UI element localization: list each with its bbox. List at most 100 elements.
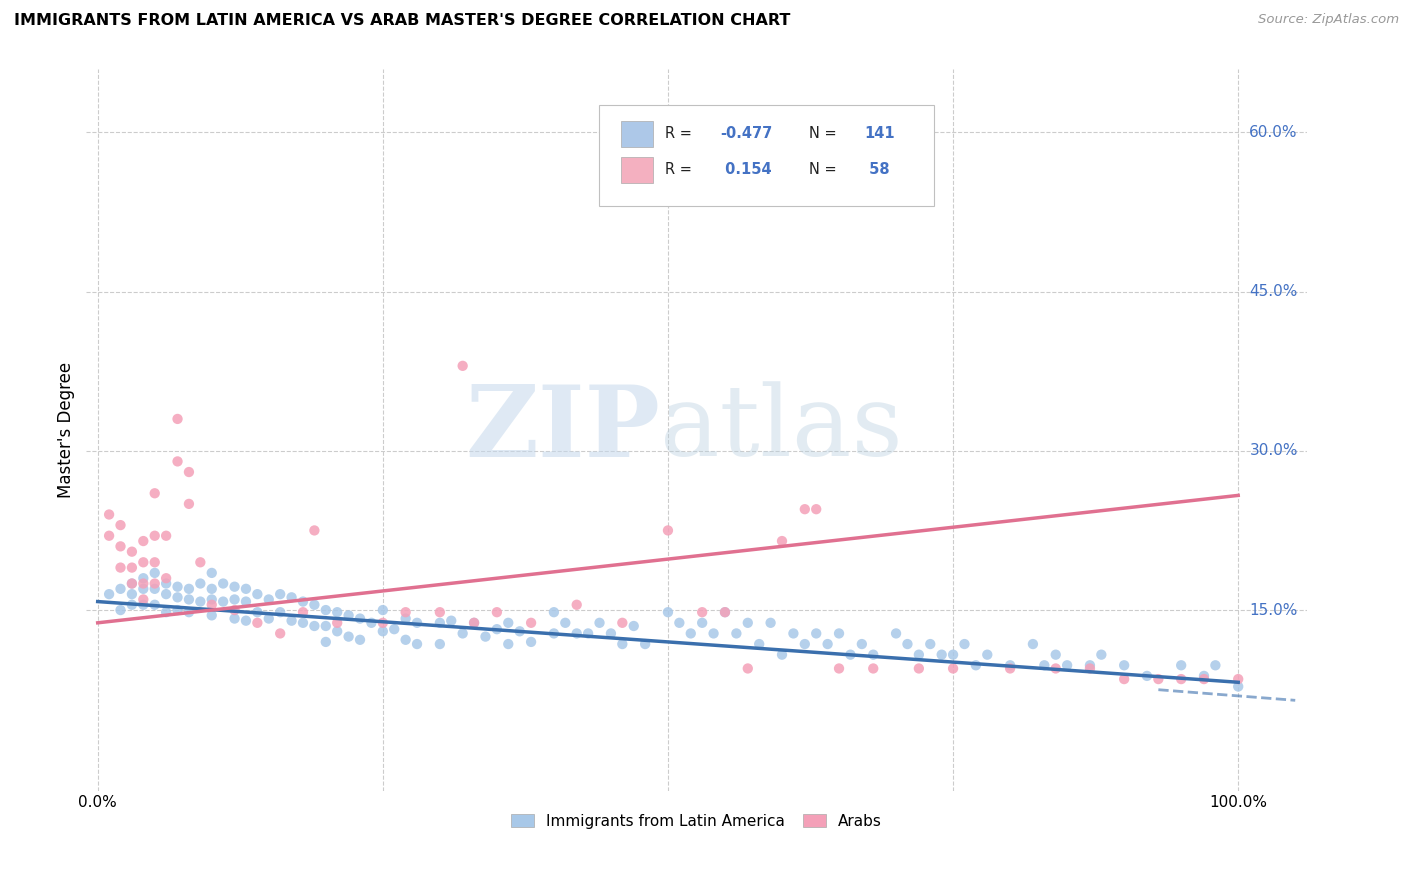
Point bbox=[291, 615, 314, 630]
Point bbox=[371, 615, 394, 630]
Point bbox=[612, 615, 634, 630]
Point bbox=[177, 582, 200, 596]
Point bbox=[520, 615, 543, 630]
Point bbox=[143, 566, 166, 580]
Point bbox=[291, 605, 314, 619]
Point bbox=[1192, 672, 1215, 686]
Point bbox=[1227, 672, 1250, 686]
FancyBboxPatch shape bbox=[621, 157, 652, 183]
Point bbox=[326, 605, 349, 619]
Point bbox=[965, 658, 987, 673]
Point bbox=[931, 648, 953, 662]
Point bbox=[132, 598, 155, 612]
Point bbox=[451, 359, 474, 373]
Point bbox=[942, 661, 965, 675]
Point bbox=[188, 576, 211, 591]
Point bbox=[315, 603, 337, 617]
Point bbox=[246, 587, 269, 601]
Point bbox=[212, 576, 235, 591]
Text: 15.0%: 15.0% bbox=[1250, 603, 1298, 617]
Point bbox=[828, 661, 851, 675]
Point bbox=[1033, 658, 1056, 673]
Text: atlas: atlas bbox=[659, 382, 903, 477]
Point bbox=[201, 566, 224, 580]
Point bbox=[714, 605, 737, 619]
Point bbox=[1056, 658, 1078, 673]
Point bbox=[166, 454, 188, 468]
Point bbox=[565, 598, 588, 612]
Point bbox=[177, 497, 200, 511]
Point bbox=[759, 615, 782, 630]
Point bbox=[1022, 637, 1045, 651]
Point bbox=[748, 637, 770, 651]
Point bbox=[817, 637, 839, 651]
Text: R =: R = bbox=[665, 162, 697, 178]
Point bbox=[98, 529, 121, 543]
Point bbox=[110, 540, 132, 554]
Point bbox=[1136, 669, 1159, 683]
Point bbox=[851, 637, 873, 651]
Point bbox=[337, 630, 360, 644]
Point bbox=[132, 582, 155, 596]
Point bbox=[543, 605, 565, 619]
Point bbox=[828, 626, 851, 640]
Point bbox=[770, 534, 793, 549]
Point bbox=[132, 592, 155, 607]
Point bbox=[304, 524, 326, 538]
Point bbox=[1147, 672, 1170, 686]
Point bbox=[793, 637, 815, 651]
Text: 141: 141 bbox=[865, 126, 894, 141]
Point bbox=[554, 615, 576, 630]
Point bbox=[1170, 658, 1192, 673]
Point bbox=[737, 661, 759, 675]
Point bbox=[690, 615, 713, 630]
Point bbox=[280, 614, 302, 628]
Point bbox=[132, 576, 155, 591]
Point bbox=[440, 614, 463, 628]
Text: 30.0%: 30.0% bbox=[1250, 443, 1298, 458]
Point bbox=[782, 626, 804, 640]
Point bbox=[224, 603, 246, 617]
Point bbox=[143, 555, 166, 569]
Point bbox=[201, 608, 224, 623]
Point bbox=[382, 622, 405, 636]
Point bbox=[429, 605, 451, 619]
Text: IMMIGRANTS FROM LATIN AMERICA VS ARAB MASTER'S DEGREE CORRELATION CHART: IMMIGRANTS FROM LATIN AMERICA VS ARAB MA… bbox=[14, 13, 790, 29]
Y-axis label: Master's Degree: Master's Degree bbox=[58, 361, 75, 498]
Point bbox=[725, 626, 748, 640]
Point bbox=[110, 603, 132, 617]
Point bbox=[337, 608, 360, 623]
Point bbox=[908, 648, 931, 662]
Point bbox=[1114, 672, 1136, 686]
Point bbox=[998, 661, 1021, 675]
Point bbox=[360, 615, 382, 630]
Point bbox=[132, 534, 155, 549]
Text: R =: R = bbox=[665, 126, 697, 141]
Point bbox=[463, 615, 485, 630]
Point bbox=[166, 580, 188, 594]
Point bbox=[143, 486, 166, 500]
Point bbox=[177, 592, 200, 607]
Point bbox=[429, 637, 451, 651]
Point bbox=[224, 611, 246, 625]
Point bbox=[257, 592, 280, 607]
Point bbox=[1192, 669, 1215, 683]
Point bbox=[235, 594, 257, 608]
Point bbox=[793, 502, 815, 516]
Point bbox=[451, 626, 474, 640]
Point bbox=[224, 580, 246, 594]
Point bbox=[132, 571, 155, 585]
Point bbox=[269, 626, 291, 640]
Point bbox=[155, 571, 177, 585]
Point bbox=[953, 637, 976, 651]
Text: 45.0%: 45.0% bbox=[1250, 284, 1298, 299]
Point bbox=[942, 648, 965, 662]
Point bbox=[121, 576, 143, 591]
Point bbox=[291, 594, 314, 608]
Text: N =: N = bbox=[810, 126, 841, 141]
Point bbox=[657, 524, 679, 538]
Point bbox=[429, 615, 451, 630]
Point bbox=[132, 555, 155, 569]
Point bbox=[509, 624, 531, 639]
Point bbox=[143, 582, 166, 596]
